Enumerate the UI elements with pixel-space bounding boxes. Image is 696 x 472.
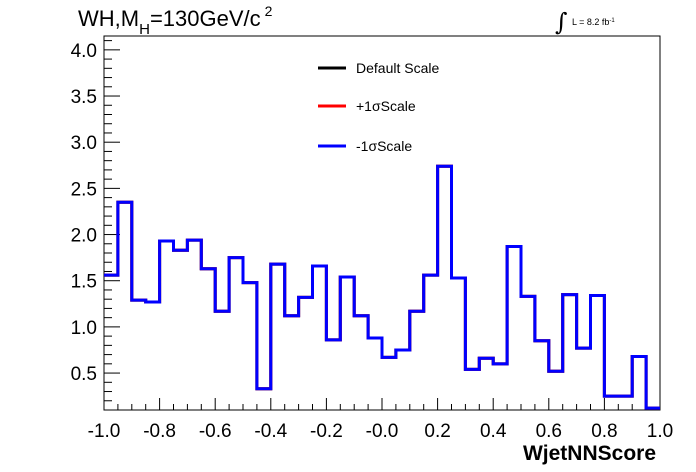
x-tick-label: -0.4 — [254, 421, 287, 442]
series-line-0 — [104, 164, 660, 410]
luminosity-text: L = 8.2 fb — [571, 17, 610, 27]
y-tick-label: 3.5 — [71, 87, 97, 108]
y-tick-label: 3.0 — [71, 133, 97, 154]
x-tick-label: 0.8 — [591, 421, 617, 442]
x-tick-label: -0.0 — [366, 421, 399, 442]
title-superscript: 2 — [264, 3, 273, 19]
x-axis: -1.0 -0.8 -0.6 -0.4 -0.2 -0.0 0.2 0.4 0.6 0.8 1.0 — [88, 398, 673, 442]
legend: Default Scale +1σScale -1σScale — [318, 60, 439, 154]
x-axis-label: WjetNNScore — [523, 442, 656, 465]
y-axis: 0.5 1.0 1.5 2.0 2.5 3.0 3.5 4.0 — [71, 40, 120, 411]
x-tick-label: -0.2 — [310, 421, 343, 442]
integral-sign: ∫ — [555, 8, 568, 36]
legend-label-0: Default Scale — [356, 60, 439, 76]
x-tick-label: -1.0 — [88, 421, 121, 442]
y-tick-label: 0.5 — [71, 364, 97, 385]
legend-label-2: -1σScale — [356, 138, 412, 154]
series-line-2 — [104, 164, 660, 410]
x-tick-label: 1.0 — [647, 421, 673, 442]
x-tick-label: -0.8 — [143, 421, 176, 442]
x-tick-label: 0.2 — [424, 421, 450, 442]
luminosity-unit-superscript: -1 — [609, 18, 615, 25]
x-tick-label: -0.6 — [199, 421, 232, 442]
legend-label-1: +1σScale — [356, 98, 416, 114]
x-tick-label: 0.6 — [536, 421, 562, 442]
y-tick-label: 1.0 — [71, 318, 97, 339]
title-rest: =130GeV/c — [149, 6, 261, 31]
y-tick-label: 2.0 — [71, 226, 97, 247]
series-line-1 — [104, 164, 660, 410]
y-tick-label: 1.5 — [71, 272, 97, 293]
title-subscript: H — [139, 21, 150, 38]
series-layer — [104, 164, 660, 410]
x-tick-label: 0.4 — [480, 421, 507, 442]
chart-title: WH,MH=130GeV/c 2 — [78, 3, 273, 38]
y-tick-label: 2.5 — [71, 179, 97, 200]
y-tick-label: 4.0 — [71, 41, 97, 62]
title-main: WH,M — [78, 6, 140, 31]
luminosity-annotation: ∫ L = 8.2 fb-1 — [555, 8, 615, 36]
